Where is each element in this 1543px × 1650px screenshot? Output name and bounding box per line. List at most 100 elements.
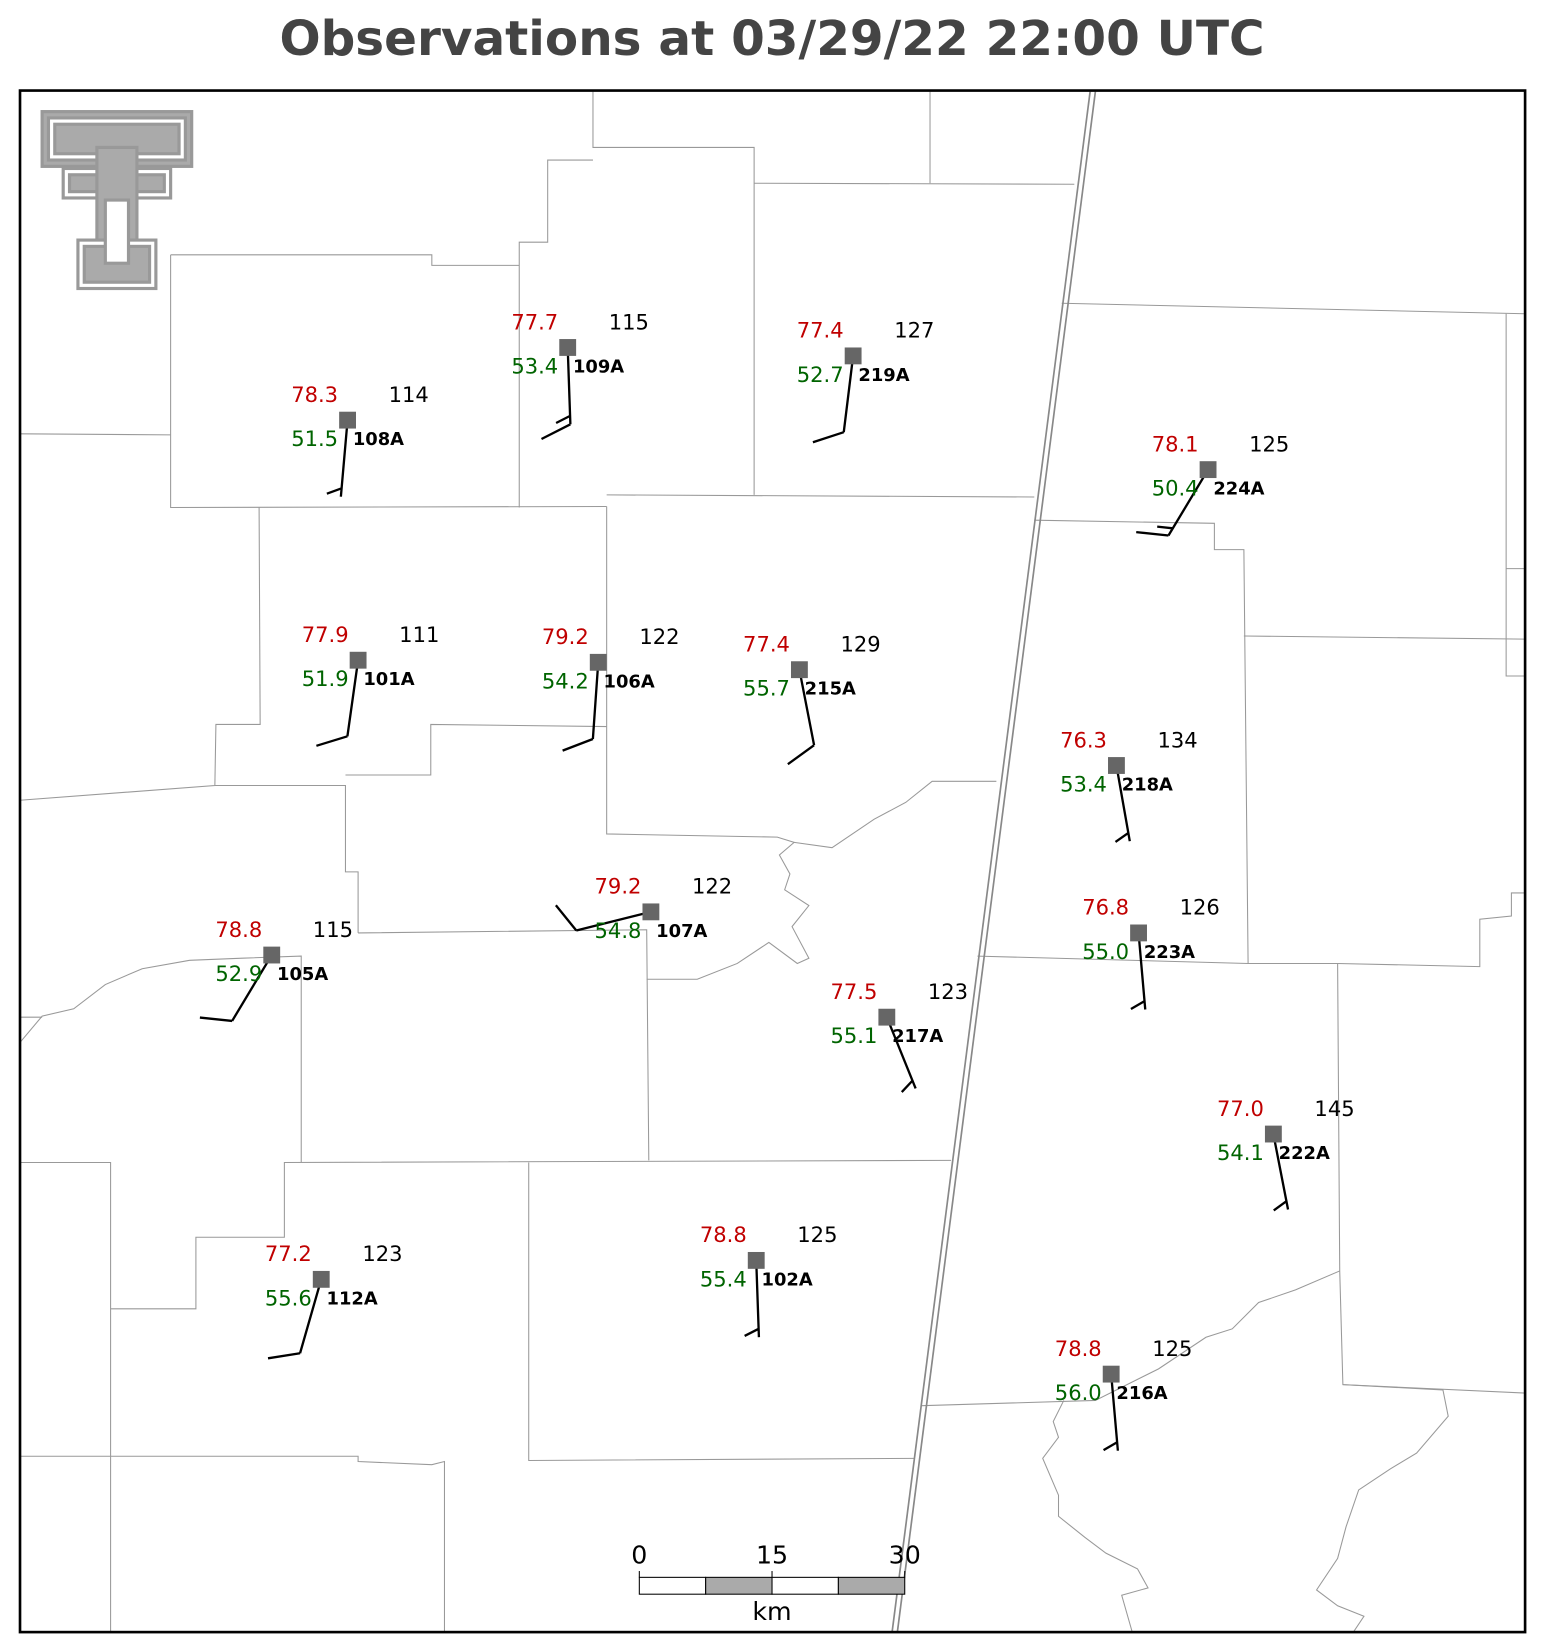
temperature: 78.8	[1055, 1336, 1102, 1361]
temperature: 77.2	[265, 1241, 312, 1266]
wind-barb	[1102, 1374, 1120, 1452]
temperature: 77.7	[511, 309, 558, 334]
wind-barb	[1114, 765, 1131, 843]
station-plot: 78.1 50.4 125 224A	[1136, 431, 1289, 537]
wind-barb	[316, 660, 360, 747]
dewpoint: 51.9	[302, 666, 349, 691]
scale-unit: km	[752, 1597, 791, 1626]
station-id: 218A	[1122, 775, 1173, 796]
pressure: 123	[928, 979, 968, 1004]
scale-bar: 0 15 30 km	[631, 1540, 921, 1626]
scale-label: 0	[631, 1540, 647, 1569]
station-marker	[747, 1251, 765, 1269]
station-plot: 79.2 54.8 122 107A	[554, 874, 732, 943]
dewpoint: 53.4	[511, 353, 558, 378]
temperature: 78.1	[1152, 431, 1199, 456]
dewpoint: 52.7	[797, 362, 844, 387]
pressure: 114	[389, 382, 429, 407]
pressure: 129	[840, 631, 880, 656]
dewpoint: 54.8	[595, 918, 642, 943]
dewpoint: 51.5	[291, 426, 338, 451]
scale-segment	[705, 1576, 773, 1595]
station-id: 102A	[761, 1269, 812, 1290]
wind-barb	[540, 347, 572, 441]
temperature: 78.8	[215, 917, 262, 942]
county-lines	[19, 91, 1526, 1633]
temperature: 76.8	[1082, 895, 1129, 920]
station-marker	[1108, 757, 1125, 774]
station-plot: 78.3 51.5 114 108A	[291, 382, 429, 497]
station-plot: 78.8 55.4 125 102A	[700, 1222, 837, 1338]
pressure: 122	[692, 874, 732, 899]
dewpoint: 54.2	[542, 668, 589, 693]
temperature: 78.3	[291, 382, 338, 407]
logo	[40, 110, 194, 291]
station-marker	[878, 1008, 896, 1026]
temperature: 77.4	[797, 318, 844, 343]
station-plot: 77.5 55.1 123 217A	[830, 979, 968, 1093]
map-frame	[18, 89, 1527, 1634]
station-plot: 77.9 51.9 111 101A	[302, 622, 439, 747]
scale-segment	[771, 1576, 839, 1595]
station-marker	[790, 661, 808, 679]
station-id: 223A	[1144, 942, 1195, 963]
station-id: 219A	[858, 365, 909, 386]
station-id: 106A	[604, 671, 655, 692]
pressure: 111	[399, 622, 439, 647]
station-id: 112A	[327, 1288, 378, 1309]
wind-barb	[267, 1279, 323, 1360]
station-id: 222A	[1279, 1143, 1330, 1164]
station-marker	[349, 651, 367, 669]
station-plot: 77.4 52.7 127 219A	[797, 318, 934, 444]
station-plot: 78.8 56.0 125 216A	[1055, 1336, 1192, 1452]
scale-segment	[638, 1576, 707, 1595]
temperature: 78.8	[700, 1222, 747, 1247]
wind-barb	[1136, 469, 1210, 537]
wind-barb	[885, 1016, 917, 1093]
wind-barb	[787, 669, 816, 766]
station-id: 217A	[892, 1026, 943, 1047]
wind-barb	[326, 420, 349, 497]
dewpoint: 55.0	[1082, 939, 1129, 964]
temperature: 76.3	[1060, 727, 1107, 752]
station-marker	[339, 411, 356, 429]
map-title: Observations at 03/29/22 22:00 UTC	[279, 11, 1264, 67]
wind-barb	[562, 662, 600, 752]
station-marker	[1102, 1365, 1120, 1383]
pressure: 123	[362, 1241, 402, 1266]
station-id: 216A	[1116, 1383, 1167, 1404]
dewpoint: 55.7	[743, 676, 790, 701]
dewpoint: 52.9	[215, 961, 262, 986]
pressure: 125	[797, 1222, 837, 1247]
station-plot: 77.0 54.1 145 222A	[1217, 1096, 1355, 1212]
station-plot: 77.4 55.7 129 215A	[743, 631, 881, 766]
temperature: 77.0	[1217, 1096, 1264, 1121]
temperature: 77.9	[302, 622, 349, 647]
station-id: 215A	[805, 679, 856, 700]
temperature: 77.4	[743, 631, 790, 656]
dewpoint: 54.1	[1217, 1140, 1264, 1165]
station-plot: 79.2 54.2 122 106A	[542, 624, 680, 752]
pressure: 125	[1152, 1336, 1192, 1361]
station-plot: 78.8 52.9 115 105A	[199, 917, 353, 1023]
station-marker	[312, 1270, 330, 1288]
station-id: 109A	[573, 356, 624, 377]
station-plot: 77.7 53.4 115 109A	[511, 309, 649, 441]
temperature: 79.2	[542, 624, 589, 649]
temperature: 79.2	[595, 874, 642, 899]
temperature: 77.5	[830, 979, 877, 1004]
pressure: 122	[639, 624, 679, 649]
scale-label: 30	[889, 1540, 921, 1569]
pressure: 115	[313, 917, 353, 942]
pressure: 126	[1180, 895, 1220, 920]
station-plot: 76.3 53.4 134 218A	[1060, 727, 1198, 843]
wind-barb	[744, 1260, 761, 1338]
pressure: 115	[609, 309, 649, 334]
station-id: 107A	[656, 921, 707, 942]
station-marker	[642, 903, 660, 921]
station-marker	[844, 347, 862, 365]
dewpoint: 53.4	[1060, 772, 1107, 797]
dewpoint: 50.4	[1152, 476, 1199, 501]
pressure: 134	[1158, 727, 1198, 752]
